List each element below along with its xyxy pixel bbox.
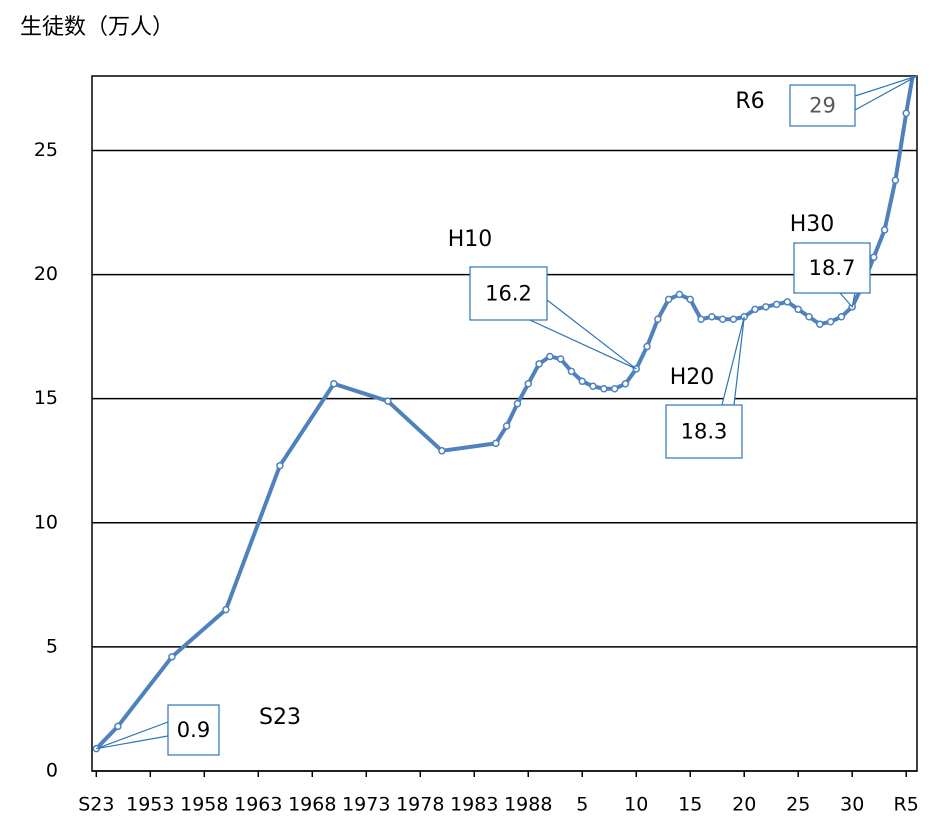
marker xyxy=(513,399,522,408)
marker xyxy=(880,226,889,234)
marker xyxy=(621,380,630,388)
marker xyxy=(556,355,565,363)
annotation: H10 xyxy=(448,227,493,252)
plot-frame xyxy=(91,75,918,772)
x-tick-label: 15 xyxy=(678,794,702,816)
marker xyxy=(914,48,920,54)
callout-box xyxy=(469,266,548,321)
marker xyxy=(502,422,511,430)
y-tick-label: 0 xyxy=(46,760,58,782)
x-tick-label: 1963 xyxy=(234,794,282,816)
marker xyxy=(697,315,705,323)
marker xyxy=(384,397,392,405)
x-tick-label: R5 xyxy=(894,794,919,816)
data-label: 18.3 xyxy=(681,420,728,444)
x-tick-label: 1953 xyxy=(126,794,174,816)
x-tick-label: 1968 xyxy=(288,794,336,816)
data-label: 0.9 xyxy=(177,718,210,742)
x-tick-label: 1983 xyxy=(450,794,498,816)
x-tick-label: 1978 xyxy=(396,794,444,816)
marker xyxy=(438,447,446,455)
marker xyxy=(708,313,716,321)
y-tick-label: 10 xyxy=(34,511,58,533)
marker xyxy=(600,385,608,393)
y-tick-label: 5 xyxy=(46,635,58,657)
marker xyxy=(816,320,824,328)
marker xyxy=(664,295,673,304)
marker xyxy=(837,313,846,321)
x-tick-label: 30 xyxy=(840,794,864,816)
callout-box xyxy=(789,84,856,127)
annotation: H30 xyxy=(790,212,835,237)
data-label: 18.7 xyxy=(809,256,856,280)
marker xyxy=(330,380,338,388)
marker xyxy=(168,653,176,661)
callout-box xyxy=(665,404,743,459)
marker xyxy=(276,461,284,470)
marker xyxy=(826,317,835,326)
marker xyxy=(794,305,802,314)
data-label: 29 xyxy=(809,94,836,118)
marker xyxy=(654,315,662,323)
x-tick-label: 1973 xyxy=(342,794,390,816)
x-tick-label: 1958 xyxy=(180,794,228,816)
callout-box xyxy=(793,242,871,294)
callout-box xyxy=(167,704,220,756)
line xyxy=(94,76,915,751)
marker xyxy=(546,352,554,361)
x-tick-label: 25 xyxy=(786,794,810,816)
x-tick-label: 5 xyxy=(576,794,588,816)
annotation: R6 xyxy=(735,89,764,114)
y-tick-label: 15 xyxy=(34,387,58,409)
callout-pointer xyxy=(838,292,856,309)
marker xyxy=(643,342,651,351)
marker xyxy=(870,253,878,261)
callout-pointer xyxy=(721,316,745,406)
marker xyxy=(114,722,122,731)
marker xyxy=(535,360,543,368)
annotation: H20 xyxy=(670,365,715,390)
marker xyxy=(729,315,738,323)
marker xyxy=(675,290,684,299)
annotation: S23 xyxy=(259,705,301,730)
marker xyxy=(762,303,770,311)
marker xyxy=(524,380,533,388)
marker xyxy=(805,313,813,321)
marker xyxy=(772,300,781,309)
marker xyxy=(783,298,792,306)
marker xyxy=(902,109,910,117)
y-tick-label: 20 xyxy=(34,263,58,285)
x-tick-label: S23 xyxy=(78,794,114,816)
marker xyxy=(567,367,576,376)
marker xyxy=(578,377,586,386)
marker xyxy=(610,385,619,393)
chart-title: 生徒数（万人） xyxy=(20,15,174,40)
marker xyxy=(686,295,694,304)
marker xyxy=(222,605,230,614)
x-tick-label: 10 xyxy=(624,794,648,816)
series xyxy=(92,48,920,753)
marker xyxy=(492,439,500,448)
y-tick-label: 25 xyxy=(34,139,58,161)
marker xyxy=(891,176,900,184)
marker xyxy=(718,315,727,323)
x-tick-label: 1988 xyxy=(504,794,552,816)
marker xyxy=(751,305,759,314)
marker xyxy=(589,382,597,391)
data-label: 16.2 xyxy=(485,282,532,306)
x-tick-label: 20 xyxy=(732,794,756,816)
